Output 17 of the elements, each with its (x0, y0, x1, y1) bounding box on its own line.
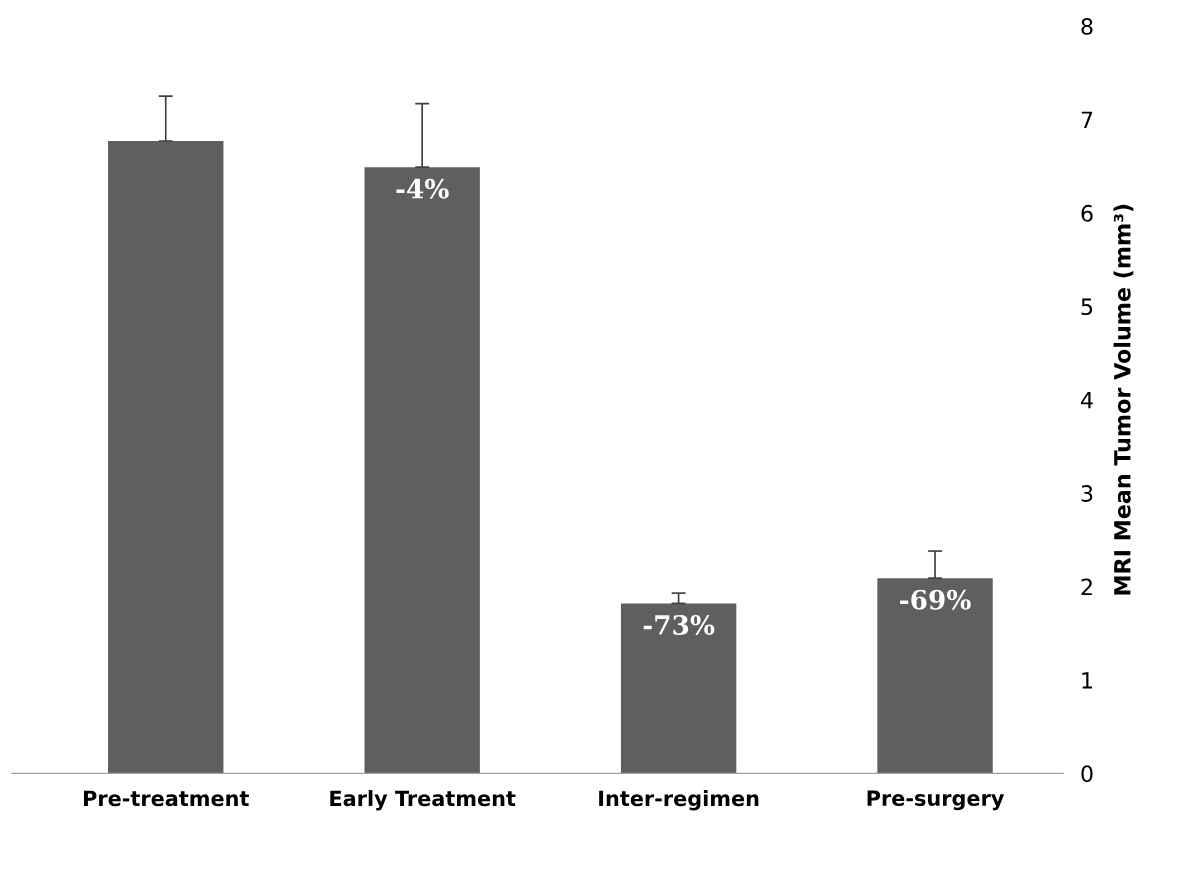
y-tick-label: 8 (1081, 18, 1093, 35)
y-tick-label: 4 (1081, 391, 1093, 409)
y-tick-label: 1 (1082, 672, 1093, 689)
annotation: -69% (900, 589, 971, 610)
x-tick-label: Pre-surgery (867, 790, 1005, 811)
annotation: -73% (643, 614, 715, 635)
x-tick-label: Inter-regimen (599, 790, 759, 811)
x-tick-label: Pre-treatment (83, 790, 249, 807)
x-tick-label: Early Treatment (330, 790, 516, 811)
annotation: -4% (396, 178, 449, 199)
y-tick-label: 7 (1081, 111, 1093, 128)
y-axis-title: MRI Mean Tumor Volume (mm³) (1113, 204, 1134, 595)
y-tick-label: 2 (1081, 578, 1092, 596)
y-tick-label: 6 (1081, 204, 1093, 222)
y-tick-label: 0 (1081, 765, 1093, 783)
y-tick-label: 3 (1081, 485, 1093, 502)
y-tick-label: 5 (1081, 298, 1093, 316)
